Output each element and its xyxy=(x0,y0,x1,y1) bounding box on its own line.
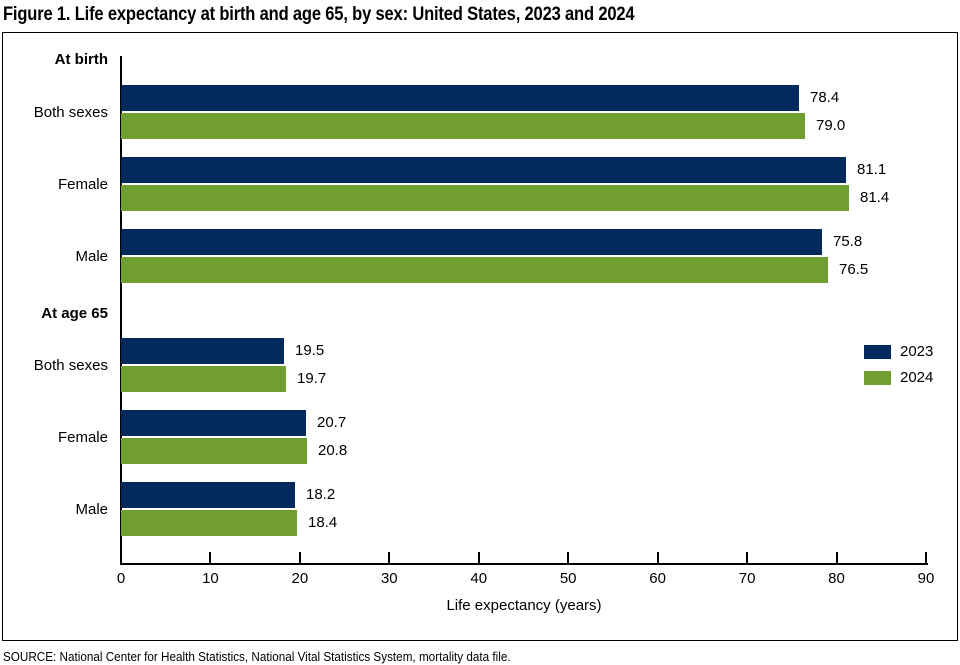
figure-title-text: Figure 1. Life expectancy at birth and a… xyxy=(3,4,635,25)
x-axis-tick xyxy=(835,552,838,563)
bar-value-label: 19.5 xyxy=(295,342,325,359)
bar-value-label: 81.1 xyxy=(857,161,887,178)
category-label-female: Female xyxy=(57,429,108,446)
bar-value-label: 75.8 xyxy=(833,233,863,250)
y-axis-line xyxy=(120,56,122,565)
x-axis-tick xyxy=(567,552,570,563)
category-label-both-sexes: Both sexes xyxy=(33,104,108,121)
bar-2024-at-birth-both-sexes xyxy=(121,113,805,139)
bar-2023-at-age-65-female xyxy=(121,410,306,436)
bar-2024-at-age-65-female xyxy=(121,438,307,464)
source-note-text: SOURCE: National Center for Health Stati… xyxy=(3,649,511,664)
bar-2024-at-birth-male xyxy=(121,257,828,283)
x-axis-tick-label: 70 xyxy=(738,570,756,587)
category-label-male: Male xyxy=(75,501,108,518)
x-axis-tick-label: 80 xyxy=(828,570,845,587)
source-note: SOURCE: National Center for Health Stati… xyxy=(3,649,567,664)
x-axis-title: Life expectancy (years) xyxy=(446,597,602,614)
bar-value-label: 76.5 xyxy=(839,261,869,278)
legend-label-2024: 2024 xyxy=(900,369,934,386)
group-label-at-birth: At birth xyxy=(54,51,108,68)
x-axis-tick-label: 90 xyxy=(917,570,935,587)
x-axis-tick xyxy=(209,552,212,563)
x-axis-tick-label: 0 xyxy=(116,570,126,587)
x-axis-tick xyxy=(656,552,659,563)
bar-value-label: 81.4 xyxy=(860,189,890,206)
bar-value-label: 78.4 xyxy=(810,89,840,106)
x-axis-line xyxy=(120,563,928,565)
x-axis-tick xyxy=(477,552,480,563)
bar-value-label: 20.8 xyxy=(318,442,348,459)
legend-swatch-2024 xyxy=(864,371,891,385)
legend-label-2023: 2023 xyxy=(900,343,934,360)
legend-swatch-2023 xyxy=(864,345,891,359)
group-label-at-age-65: At age 65 xyxy=(41,305,108,322)
bar-2024-at-birth-female xyxy=(121,185,849,211)
x-axis-tick xyxy=(746,552,749,563)
bar-value-label: 18.2 xyxy=(306,486,336,503)
bar-value-label: 19.7 xyxy=(297,370,327,387)
bar-2023-at-age-65-male xyxy=(121,482,295,508)
x-axis-tick-label: 20 xyxy=(291,570,309,587)
category-label-both-sexes: Both sexes xyxy=(33,357,108,374)
bar-value-label: 79.0 xyxy=(816,117,846,134)
bar-2023-at-birth-both-sexes xyxy=(121,85,799,111)
x-axis-tick-label: 50 xyxy=(559,570,577,587)
bar-2023-at-age-65-both-sexes xyxy=(121,338,284,364)
category-label-female: Female xyxy=(57,176,108,193)
chart-plot-area: Life expectancy (years) 0 10 20 30 40 50 60 70 8… xyxy=(2,32,958,641)
x-axis-tick xyxy=(298,552,301,563)
bar-2024-at-age-65-male xyxy=(121,510,297,536)
x-axis-tick-label: 10 xyxy=(202,570,219,587)
figure-title: Figure 1. Life expectancy at birth and a… xyxy=(3,4,729,26)
bar-value-label: 20.7 xyxy=(317,414,347,431)
x-axis-tick-label: 40 xyxy=(470,570,488,587)
x-axis-tick xyxy=(924,552,927,563)
bar-value-label: 18.4 xyxy=(308,514,338,531)
bar-2023-at-birth-male xyxy=(121,229,822,255)
bar-2023-at-birth-female xyxy=(121,157,846,183)
x-axis-tick-label: 30 xyxy=(380,570,398,587)
x-axis-tick-label: 60 xyxy=(649,570,666,587)
category-label-male: Male xyxy=(75,248,108,265)
bar-2024-at-age-65-both-sexes xyxy=(121,366,286,392)
x-axis-tick xyxy=(388,552,391,563)
